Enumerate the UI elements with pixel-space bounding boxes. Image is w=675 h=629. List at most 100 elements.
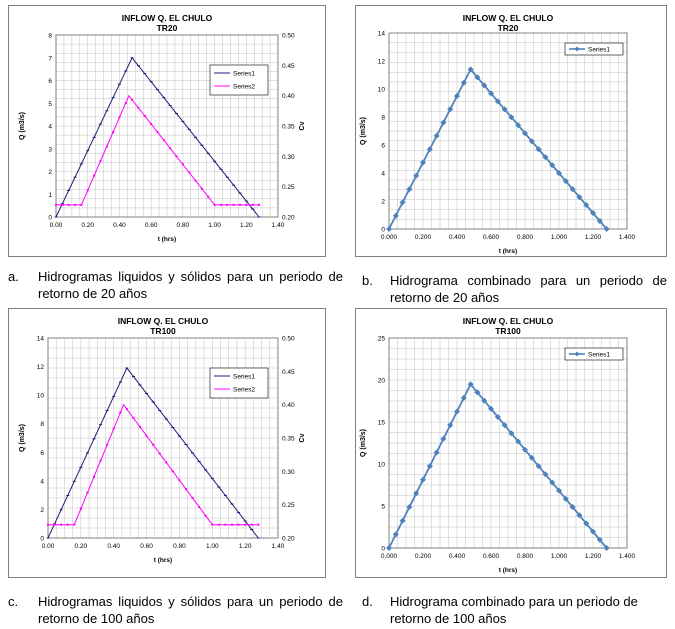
chart-b-series-1-marker: [528, 138, 535, 145]
chart-a-legend-label: Series1: [233, 70, 255, 77]
chart-a-series-2-marker: [93, 174, 96, 177]
chart-b-y-tick-label: 8: [381, 115, 385, 122]
chart-c-y-tick-label: 10: [37, 393, 45, 400]
chart-c-x-tick-label: 0.60: [140, 543, 153, 550]
chart-c-legend-label: Series1: [233, 373, 255, 380]
chart-a-x-tick-label: 0.80: [177, 222, 190, 229]
chart-a-y2-tick-label: 0.20: [282, 215, 295, 222]
chart-a-y-tick-label: 8: [48, 33, 52, 40]
caption-a: a. Hidrogramas liquidos y sólidos para u…: [8, 268, 343, 304]
chart-c-series-2-marker: [217, 523, 220, 526]
chart-c-y2-tick-label: 0.20: [282, 536, 295, 543]
chart-d-x-tick-label: 1.000: [551, 553, 568, 560]
chart-d-legend-marker: [574, 351, 580, 357]
chart-b-series-1-marker: [522, 130, 528, 137]
chart-a-legend: [209, 64, 269, 96]
chart-a-series-2-marker: [169, 147, 172, 150]
caption-c-letter: c.: [8, 594, 19, 609]
chart-d-series-1-marker: [556, 487, 562, 494]
chart-a-y2-tick-label: 0.35: [282, 124, 295, 131]
chart-c-series-2-marker: [139, 425, 141, 428]
chart-b-series-1-marker: [481, 82, 488, 89]
chart-b-series-1-marker: [420, 159, 426, 166]
chart-d-series-1-marker: [562, 495, 569, 502]
chart-c-y-tick-label: 12: [37, 364, 45, 371]
chart-a-series-2-marker: [150, 122, 153, 125]
chart-d-x-axis-label: t (hrs): [499, 567, 517, 574]
chart-b-x-tick-label: 1.200: [585, 234, 602, 241]
chart-b-series-1-marker: [460, 79, 467, 86]
chart-c-y2-tick-label: 0.30: [282, 469, 295, 476]
chart-c-series-2-marker: [106, 443, 109, 446]
chart-d-series-1-marker: [426, 463, 433, 470]
chart-b-series-1-marker: [590, 210, 596, 217]
chart-d-series-1-marker: [590, 528, 596, 535]
chart-a-legend-label: Series2: [233, 83, 255, 90]
chart-a-series-2-marker: [175, 155, 178, 158]
chart-a-series-2-marker: [118, 116, 121, 119]
caption-a-text: Hidrogramas liquidos y sólidos para un p…: [38, 269, 343, 301]
chart-a-series-2-marker: [86, 189, 89, 192]
chart-b-series-1-marker: [501, 106, 508, 113]
caption-b: b. Hidrograma combinado para un periodo …: [362, 272, 672, 308]
chart-a-x-tick-label: 0.20: [81, 222, 94, 229]
chart-d-series-1-marker: [454, 408, 460, 415]
caption-c-text: Hidrogramas liquidos y sólidos para un p…: [38, 594, 343, 626]
chart-d-series-1-marker: [576, 512, 583, 519]
chart-b-series-1-marker: [583, 202, 590, 209]
chart-d-x-tick-label: 1.400: [619, 553, 636, 560]
chart-c-y-tick-label: 8: [40, 421, 44, 428]
chart-c-y2-tick-label: 0.40: [282, 402, 295, 409]
chart-c-series-2-marker: [165, 461, 168, 464]
chart-a-y-tick-label: 0: [48, 215, 52, 222]
chart-d-series-1-marker: [508, 430, 515, 437]
chart-d-y-tick-label: 5: [381, 504, 385, 511]
chart-d-series-1-marker: [549, 479, 556, 486]
chart-b-legend-label: Series1: [588, 46, 610, 53]
chart-c-series-2-line: [48, 403, 259, 526]
chart-a-series-2-marker: [181, 163, 184, 166]
chart-d-series-1-marker: [440, 435, 447, 442]
chart-a-series-2-marker: [131, 98, 134, 101]
chart-a-subtitle: TR20: [157, 23, 178, 33]
chart-c-series-2-marker: [86, 491, 89, 494]
chart-b-y-tick-label: 6: [381, 143, 385, 150]
chart-d-series-1-marker: [481, 397, 488, 404]
chart-d-legend-label: Series1: [588, 351, 610, 358]
chart-d-series-1-marker: [569, 504, 576, 511]
chart-panel-d: INFLOW Q. EL CHULO TR100 0.000 0.200 0.400 0.…: [355, 308, 675, 578]
chart-d-y-tick-label: 20: [378, 378, 386, 385]
chart-a-y-tick-label: 3: [48, 146, 52, 153]
chart-c-y2-axis-label: Cv: [299, 433, 306, 442]
chart-d-y-tick-label: 15: [378, 420, 386, 427]
chart-b-series-1-marker: [406, 186, 413, 193]
chart-b-legend: [564, 42, 624, 56]
chart-a-series-2-marker: [213, 203, 216, 206]
chart-c-y2-tick-label: 0.25: [282, 502, 295, 509]
chart-d-y-axis-label: Q (m3/s): [360, 429, 367, 457]
chart-d-legend: [564, 347, 624, 361]
chart-c-series-2-marker: [73, 523, 76, 526]
chart-c-x-tick-label: 1.00: [206, 543, 219, 550]
chart-a-series-2-marker: [67, 203, 70, 206]
chart-a-y-tick-label: 5: [48, 101, 52, 108]
chart-b-y-tick-label: 4: [381, 171, 385, 178]
chart-a-x-tick-label: 0.60: [145, 222, 158, 229]
chart-a-y-tick-label: 7: [48, 55, 52, 62]
chart-d-series-1-marker: [474, 389, 481, 396]
chart-d-series-1-marker: [488, 405, 494, 412]
chart-c-subtitle: TR100: [150, 326, 176, 336]
chart-a-series-2-marker: [226, 203, 229, 206]
chart-d-series-1-marker: [494, 413, 501, 420]
caption-b-letter: b.: [362, 273, 373, 288]
chart-c-y-axis-label: Q (m3/s): [19, 424, 26, 452]
chart-d-series-1-marker: [399, 517, 406, 524]
chart-a-y-tick-label: 1: [48, 192, 52, 199]
chart-b-x-tick-label: 0.600: [483, 234, 500, 241]
chart-c-x-tick-label: 1.40: [272, 543, 285, 550]
chart-d-series-1-marker: [542, 471, 549, 478]
chart-a-x-tick-label: 1.40: [272, 222, 285, 229]
